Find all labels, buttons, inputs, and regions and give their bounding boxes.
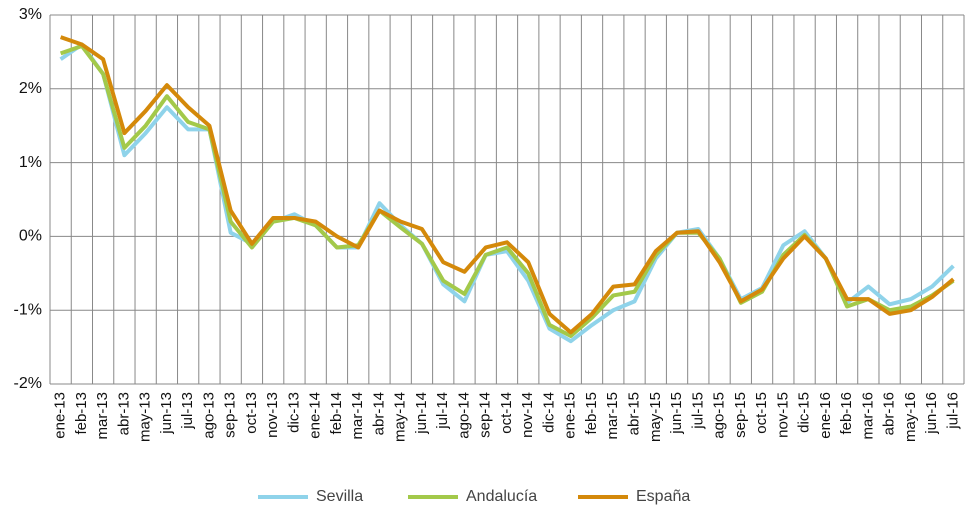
x-tick-label: nov-15: [774, 392, 791, 438]
x-tick-label: abr-13: [115, 392, 132, 435]
x-tick-label: mar-15: [604, 392, 621, 440]
x-tick-label: ene-14: [307, 392, 324, 439]
x-tick-label: dic-13: [285, 392, 302, 433]
legend-item: Sevilla: [258, 488, 363, 505]
x-tick-label: ago-13: [200, 392, 217, 439]
x-tick-label: jul-13: [179, 392, 196, 430]
x-tick-label: ene-13: [52, 392, 69, 439]
series-line: [59, 43, 955, 339]
y-tick-label: 2%: [19, 80, 42, 97]
y-tick-label: 0%: [19, 228, 42, 245]
x-tick-label: mar-13: [94, 392, 111, 440]
x-tick-label: oct-13: [243, 392, 260, 434]
x-tick-label: mar-16: [859, 392, 876, 440]
x-tick-label: nov-13: [264, 392, 281, 438]
legend-label: Sevilla: [316, 488, 363, 505]
x-tick-label: abr-15: [626, 392, 643, 435]
legend-item: Andalucía: [408, 488, 537, 505]
x-tick-label: sep-14: [477, 392, 494, 438]
x-tick-label: oct-14: [498, 392, 515, 434]
x-tick-label: feb-13: [73, 392, 90, 435]
x-tick-label: may-16: [902, 392, 919, 442]
x-tick-label: may-13: [137, 392, 154, 442]
x-tick-label: dic-15: [796, 392, 813, 433]
x-tick-label: ene-15: [562, 392, 579, 439]
x-tick-label: feb-14: [328, 392, 345, 435]
x-tick-label: feb-15: [583, 392, 600, 435]
x-tick-label: mar-14: [349, 392, 366, 440]
x-tick-label: sep-13: [222, 392, 239, 438]
x-tick-label: ago-15: [711, 392, 728, 439]
x-tick-label: may-14: [392, 392, 409, 442]
x-tick-label: jun-13: [158, 392, 175, 435]
legend-item: España: [578, 488, 690, 505]
y-tick-label: -2%: [14, 375, 42, 392]
x-tick-label: abr-16: [881, 392, 898, 435]
x-tick-label: sep-15: [732, 392, 749, 438]
x-tick-label: jun-15: [668, 392, 685, 435]
y-tick-label: -1%: [14, 301, 42, 318]
x-tick-label: jul-16: [944, 392, 961, 430]
series-line: [59, 35, 955, 335]
x-tick-label: ago-14: [455, 392, 472, 439]
x-tick-label: ene-16: [817, 392, 834, 439]
x-tick-label: abr-14: [370, 392, 387, 435]
y-tick-label: 1%: [19, 154, 42, 171]
x-tick-label: feb-16: [838, 392, 855, 435]
y-tick-label: 3%: [19, 6, 42, 23]
x-tick-label: dic-14: [540, 392, 557, 433]
x-tick-label: may-15: [647, 392, 664, 442]
x-tick-label: jul-14: [434, 392, 451, 430]
x-tick-label: jun-14: [413, 392, 430, 435]
x-tick-label: jun-16: [923, 392, 940, 435]
x-tick-label: oct-15: [753, 392, 770, 434]
x-tick-label: nov-14: [519, 392, 536, 438]
legend-label: España: [636, 488, 690, 505]
x-tick-label: jul-15: [689, 392, 706, 430]
legend-label: Andalucía: [466, 488, 537, 505]
